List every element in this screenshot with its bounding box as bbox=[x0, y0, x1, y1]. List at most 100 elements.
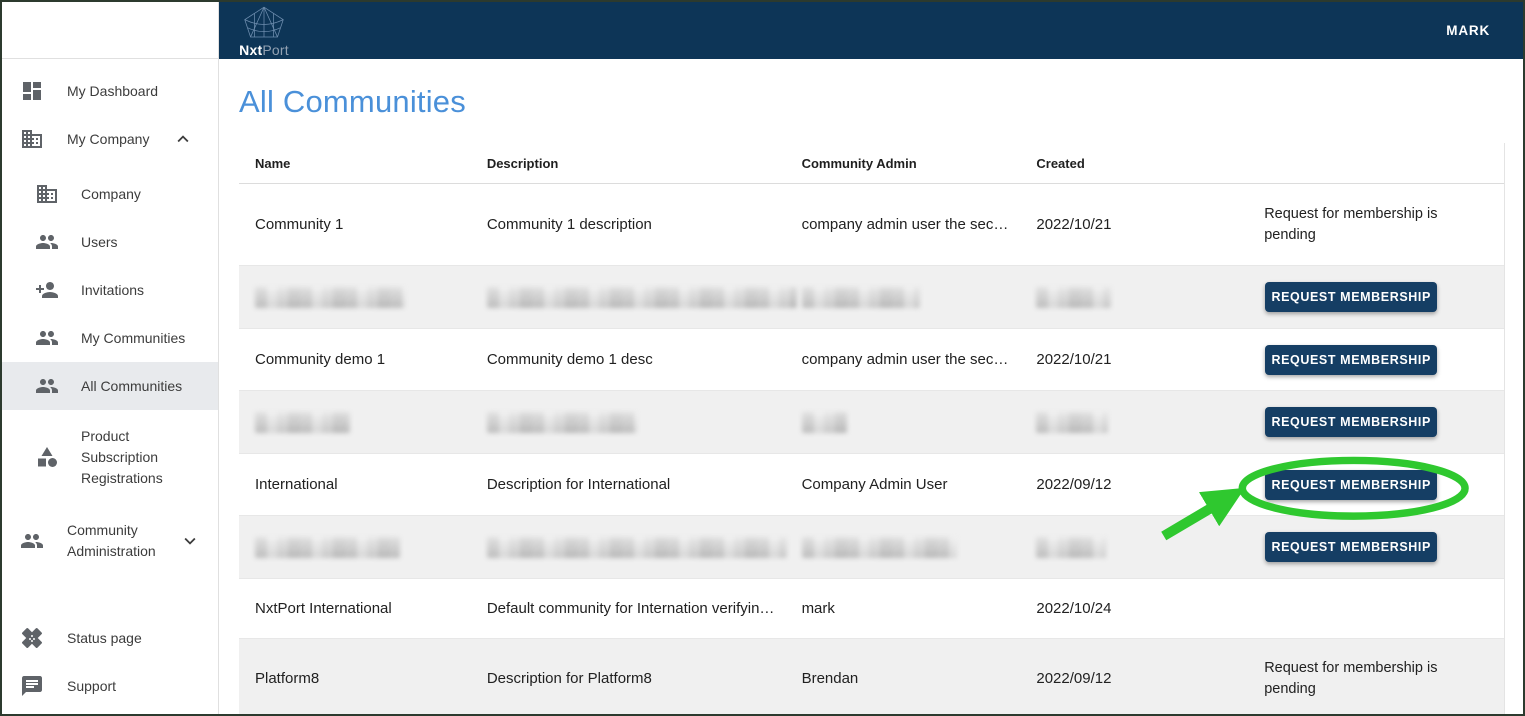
redacted-text bbox=[801, 536, 957, 558]
sidebar-item-label: Users bbox=[81, 234, 118, 250]
redacted-text bbox=[255, 411, 350, 433]
column-header-description: Description bbox=[486, 155, 559, 171]
shapes-icon bbox=[38, 447, 57, 467]
cell-description: Description for International bbox=[486, 476, 671, 493]
people-icon bbox=[36, 379, 58, 393]
user-menu[interactable]: MARK bbox=[1446, 23, 1490, 38]
request-membership-button[interactable]: REQUEST MEMBERSHIP bbox=[1265, 407, 1438, 437]
sidebar-header-spacer bbox=[2, 2, 219, 59]
sidebar-item-invitations[interactable]: Invitations bbox=[2, 266, 218, 314]
cell-name bbox=[239, 286, 487, 308]
brand-bold: Nxt bbox=[239, 41, 263, 58]
people-icon bbox=[21, 534, 43, 548]
redacted-text bbox=[255, 536, 400, 558]
sidebar-item-all-communities[interactable]: All Communities bbox=[2, 362, 218, 410]
sidebar-item-company[interactable]: Company bbox=[2, 170, 218, 218]
cell-action: REQUEST MEMBERSHIP bbox=[1251, 344, 1504, 375]
cell-description bbox=[486, 536, 802, 558]
redacted-text bbox=[486, 286, 797, 308]
cell-description bbox=[486, 411, 802, 433]
cell-description bbox=[486, 286, 802, 308]
page-title: All Communities bbox=[239, 84, 466, 119]
table-row: Community demo 1 Community demo 1 desc c… bbox=[239, 329, 1504, 391]
dashboard-icon bbox=[23, 82, 41, 100]
cell-action: REQUEST MEMBERSHIP bbox=[1251, 407, 1504, 437]
column-header-created: Created bbox=[1036, 155, 1085, 171]
people-icon bbox=[36, 235, 58, 249]
cell-name bbox=[239, 411, 487, 433]
cell-action: Request for membership is pending bbox=[1251, 204, 1504, 246]
table-row-redacted: REQUEST MEMBERSHIP bbox=[239, 391, 1504, 454]
cell-name: Community 1 bbox=[255, 216, 344, 233]
redacted-text bbox=[255, 286, 405, 308]
cell-created: 2022/10/24 bbox=[1036, 600, 1112, 617]
sidebar-item-support[interactable]: Support bbox=[2, 662, 218, 710]
sidebar-item-label: Invitations bbox=[81, 282, 145, 298]
cell-name: NxtPort International bbox=[255, 600, 392, 617]
cell-description: Default community for Internation verify… bbox=[486, 600, 775, 617]
company-icon bbox=[22, 130, 42, 148]
table-row: International Description for Internatio… bbox=[239, 454, 1504, 516]
cell-community-admin bbox=[801, 536, 1037, 558]
cell-action: REQUEST MEMBERSHIP bbox=[1251, 532, 1504, 562]
sidebar-item-label: Community Administration bbox=[67, 522, 156, 559]
sidebar-item-label: All Communities bbox=[81, 378, 183, 394]
cell-community-admin: company admin user the sec… bbox=[801, 216, 1009, 233]
cell-description: Community demo 1 desc bbox=[486, 351, 653, 368]
cell-description: Community 1 description bbox=[486, 216, 652, 233]
cell-created: 2022/09/12 bbox=[1036, 670, 1112, 687]
cell-created bbox=[1036, 411, 1251, 433]
cell-name: Community demo 1 bbox=[255, 351, 386, 368]
people-icon bbox=[36, 331, 58, 345]
column-header-name: Name bbox=[255, 155, 291, 171]
sidebar-item-label: My Dashboard bbox=[67, 83, 159, 99]
table-row-redacted: REQUEST MEMBERSHIP bbox=[239, 266, 1504, 329]
chat-icon bbox=[22, 676, 42, 696]
request-membership-button[interactable]: REQUEST MEMBERSHIP bbox=[1265, 532, 1438, 562]
brand-text: NxtPort bbox=[239, 43, 289, 57]
my-company-subgroup: Company Users Invitations My Communities… bbox=[2, 170, 218, 492]
membership-pending-status: Request for membership is pending bbox=[1264, 205, 1438, 243]
cell-created: 2022/09/12 bbox=[1036, 476, 1112, 493]
cell-community-admin bbox=[801, 411, 1037, 433]
redacted-text bbox=[1036, 536, 1107, 558]
brand-light: Port bbox=[262, 41, 289, 58]
sidebar-item-my-company[interactable]: My Company bbox=[2, 115, 218, 163]
request-membership-button-international[interactable]: REQUEST MEMBERSHIP bbox=[1265, 469, 1438, 500]
cell-action: Request for membership is pending bbox=[1251, 658, 1504, 700]
cell-action: REQUEST MEMBERSHIP bbox=[1251, 469, 1504, 500]
sidebar-item-label: Support bbox=[67, 678, 117, 694]
redacted-text bbox=[801, 286, 920, 308]
sidebar-item-label: My Communities bbox=[81, 330, 186, 346]
person-add-icon bbox=[36, 282, 58, 298]
sidebar-item-users[interactable]: Users bbox=[2, 218, 218, 266]
table-row: NxtPort International Default community … bbox=[239, 579, 1504, 639]
cell-community-admin: mark bbox=[801, 600, 835, 617]
redacted-text bbox=[1036, 411, 1109, 433]
sidebar-item-status-page[interactable]: Status page bbox=[2, 614, 218, 662]
nxtport-logo[interactable]: NxtPort bbox=[239, 5, 289, 57]
membership-pending-status: Request for membership is pending bbox=[1264, 659, 1438, 697]
cell-community-admin bbox=[801, 286, 1037, 308]
redacted-text bbox=[1036, 286, 1112, 308]
redacted-text bbox=[486, 411, 637, 433]
request-membership-button[interactable]: REQUEST MEMBERSHIP bbox=[1265, 344, 1438, 375]
cell-name bbox=[239, 536, 487, 558]
cell-community-admin: company admin user the sec… bbox=[801, 351, 1009, 368]
sidebar-item-community-administration[interactable]: Community Administration bbox=[2, 510, 218, 572]
cell-action: REQUEST MEMBERSHIP bbox=[1251, 282, 1504, 312]
main-content: All Communities Name Description Communi… bbox=[220, 59, 1523, 714]
sidebar: My Dashboard My Company Company Users In… bbox=[2, 59, 219, 714]
cell-created bbox=[1036, 536, 1251, 558]
table-row-redacted: REQUEST MEMBERSHIP bbox=[239, 516, 1504, 579]
sidebar-item-my-dashboard[interactable]: My Dashboard bbox=[2, 67, 218, 115]
nxtport-logo-icon bbox=[244, 6, 284, 37]
sidebar-item-my-communities[interactable]: My Communities bbox=[2, 314, 218, 362]
communities-table: Name Description Community Admin Created… bbox=[239, 143, 1505, 714]
request-membership-button[interactable]: REQUEST MEMBERSHIP bbox=[1265, 282, 1438, 312]
sidebar-item-product-subscription-registrations[interactable]: Product Subscription Registrations bbox=[2, 422, 218, 492]
column-header-community-admin: Community Admin bbox=[801, 155, 917, 171]
cell-name: Platform8 bbox=[255, 670, 320, 687]
healing-icon bbox=[21, 627, 43, 649]
